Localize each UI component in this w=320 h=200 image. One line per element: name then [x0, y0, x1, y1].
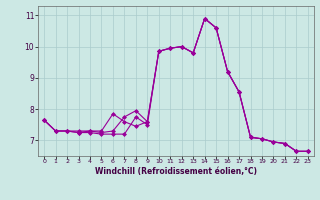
X-axis label: Windchill (Refroidissement éolien,°C): Windchill (Refroidissement éolien,°C)	[95, 167, 257, 176]
